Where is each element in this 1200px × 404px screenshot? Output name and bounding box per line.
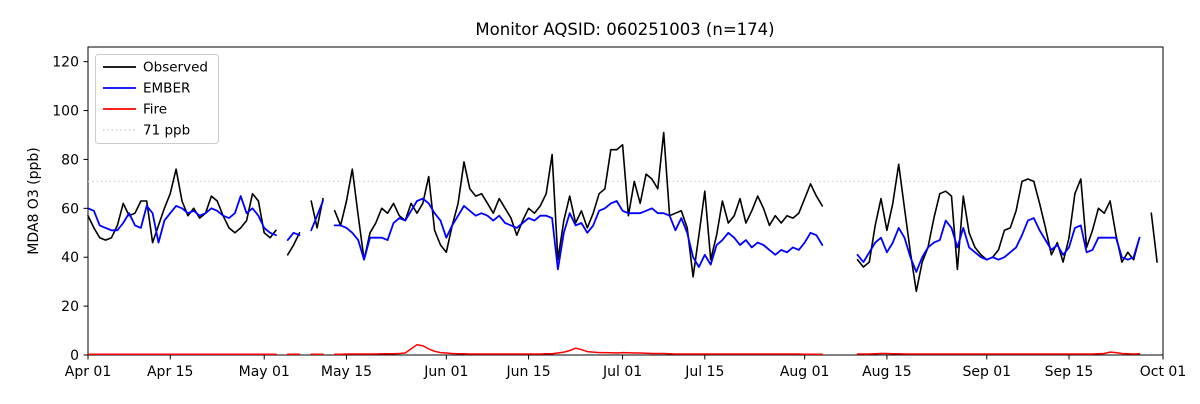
series-line-observed: [856, 163, 1141, 293]
series-line-ember: [87, 195, 277, 244]
series-line-ember: [856, 217, 1141, 273]
x-tick-label: Jun 01: [423, 364, 468, 380]
y-tick-label: 80: [61, 152, 79, 168]
y-tick-label: 100: [52, 104, 79, 120]
x-tick-label: Jun 15: [506, 364, 551, 380]
series-line-observed: [286, 232, 301, 256]
series-line-observed: [87, 168, 277, 244]
x-tick-label: Jul 15: [684, 364, 724, 380]
legend-fire-label: Fire: [143, 102, 167, 118]
legend: Observed EMBER Fire 71 ppb: [95, 54, 219, 144]
legend-observed-label: Observed: [143, 60, 208, 76]
series-line-fire: [333, 343, 824, 356]
x-tick-label: May 15: [321, 364, 372, 380]
series-line-ember: [333, 197, 824, 271]
series-lines-group: [87, 131, 1158, 356]
legend-threshold-label: 71 ppb: [143, 123, 190, 139]
x-tick-label: Oct 01: [1140, 364, 1186, 380]
legend-ember-label: EMBER: [143, 81, 190, 97]
series-line-observed: [310, 197, 324, 229]
series-line-ember: [286, 231, 301, 242]
legend-box: [95, 54, 219, 144]
x-tick-label: Aug 01: [780, 364, 830, 380]
x-tick-label: Apr 01: [65, 364, 111, 380]
series-line-fire: [856, 351, 1141, 355]
y-tick-label: 120: [52, 55, 79, 71]
y-tick-label: 0: [70, 348, 79, 364]
series-line-observed: [333, 131, 824, 278]
y-tick-label: 20: [61, 299, 79, 315]
x-tick-label: Jul 01: [602, 364, 642, 380]
y-tick-label: 40: [61, 250, 79, 266]
x-axis-ticks: Apr 01 Apr 15 May 01 May 15 Jun 01 Jun 15 Jul …: [65, 355, 1186, 380]
x-tick-label: Sep 15: [1045, 364, 1094, 380]
x-tick-label: Apr 15: [147, 364, 193, 380]
y-tick-label: 60: [61, 201, 79, 217]
series-line-observed: [1150, 212, 1158, 263]
x-tick-label: May 01: [239, 364, 290, 380]
series-line-ember: [310, 200, 324, 232]
y-axis-label: MDA8 O3 (ppb): [26, 147, 42, 255]
x-tick-label: Sep 01: [962, 364, 1011, 380]
chart-title: Monitor AQSID: 060251003 (n=174): [475, 20, 774, 39]
y-axis-ticks: 0 20 40 60 80 100 120: [52, 55, 88, 364]
plot-area: [87, 46, 1164, 356]
x-tick-label: Aug 15: [862, 364, 912, 380]
